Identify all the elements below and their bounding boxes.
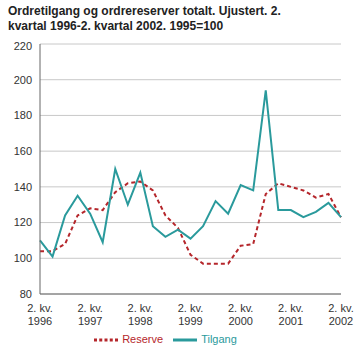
- svg-text:120: 120: [14, 216, 32, 228]
- svg-text:2. kv.2002: 2. kv.2002: [328, 302, 350, 327]
- svg-text:2. kv.2001: 2. kv.2001: [278, 302, 303, 327]
- svg-text:80: 80: [20, 288, 32, 300]
- svg-text:200: 200: [14, 74, 32, 86]
- svg-text:160: 160: [14, 145, 32, 157]
- svg-text:220: 220: [14, 40, 32, 52]
- html-text:Ordretilgang og ordrereserver: Ordretilgang og ordrereserver totalt. Uj…: [8, 4, 281, 33]
- html-text:Reserve: Reserve: [122, 332, 164, 345]
- svg-text:180: 180: [14, 109, 32, 121]
- html-text:Tilgang: Tilgang: [201, 332, 237, 345]
- svg-text:2. kv.1997: 2. kv.1997: [77, 302, 102, 327]
- svg-text:2. kv.1996: 2. kv.1996: [27, 302, 52, 327]
- svg-text:100: 100: [14, 252, 32, 264]
- svg-text:140: 140: [14, 181, 32, 193]
- svg-text:2. kv.1998: 2. kv.1998: [128, 302, 153, 327]
- svg-text:2. kv.2000: 2. kv.2000: [228, 302, 253, 327]
- svg-text:2. kv.1999: 2. kv.1999: [178, 302, 203, 327]
